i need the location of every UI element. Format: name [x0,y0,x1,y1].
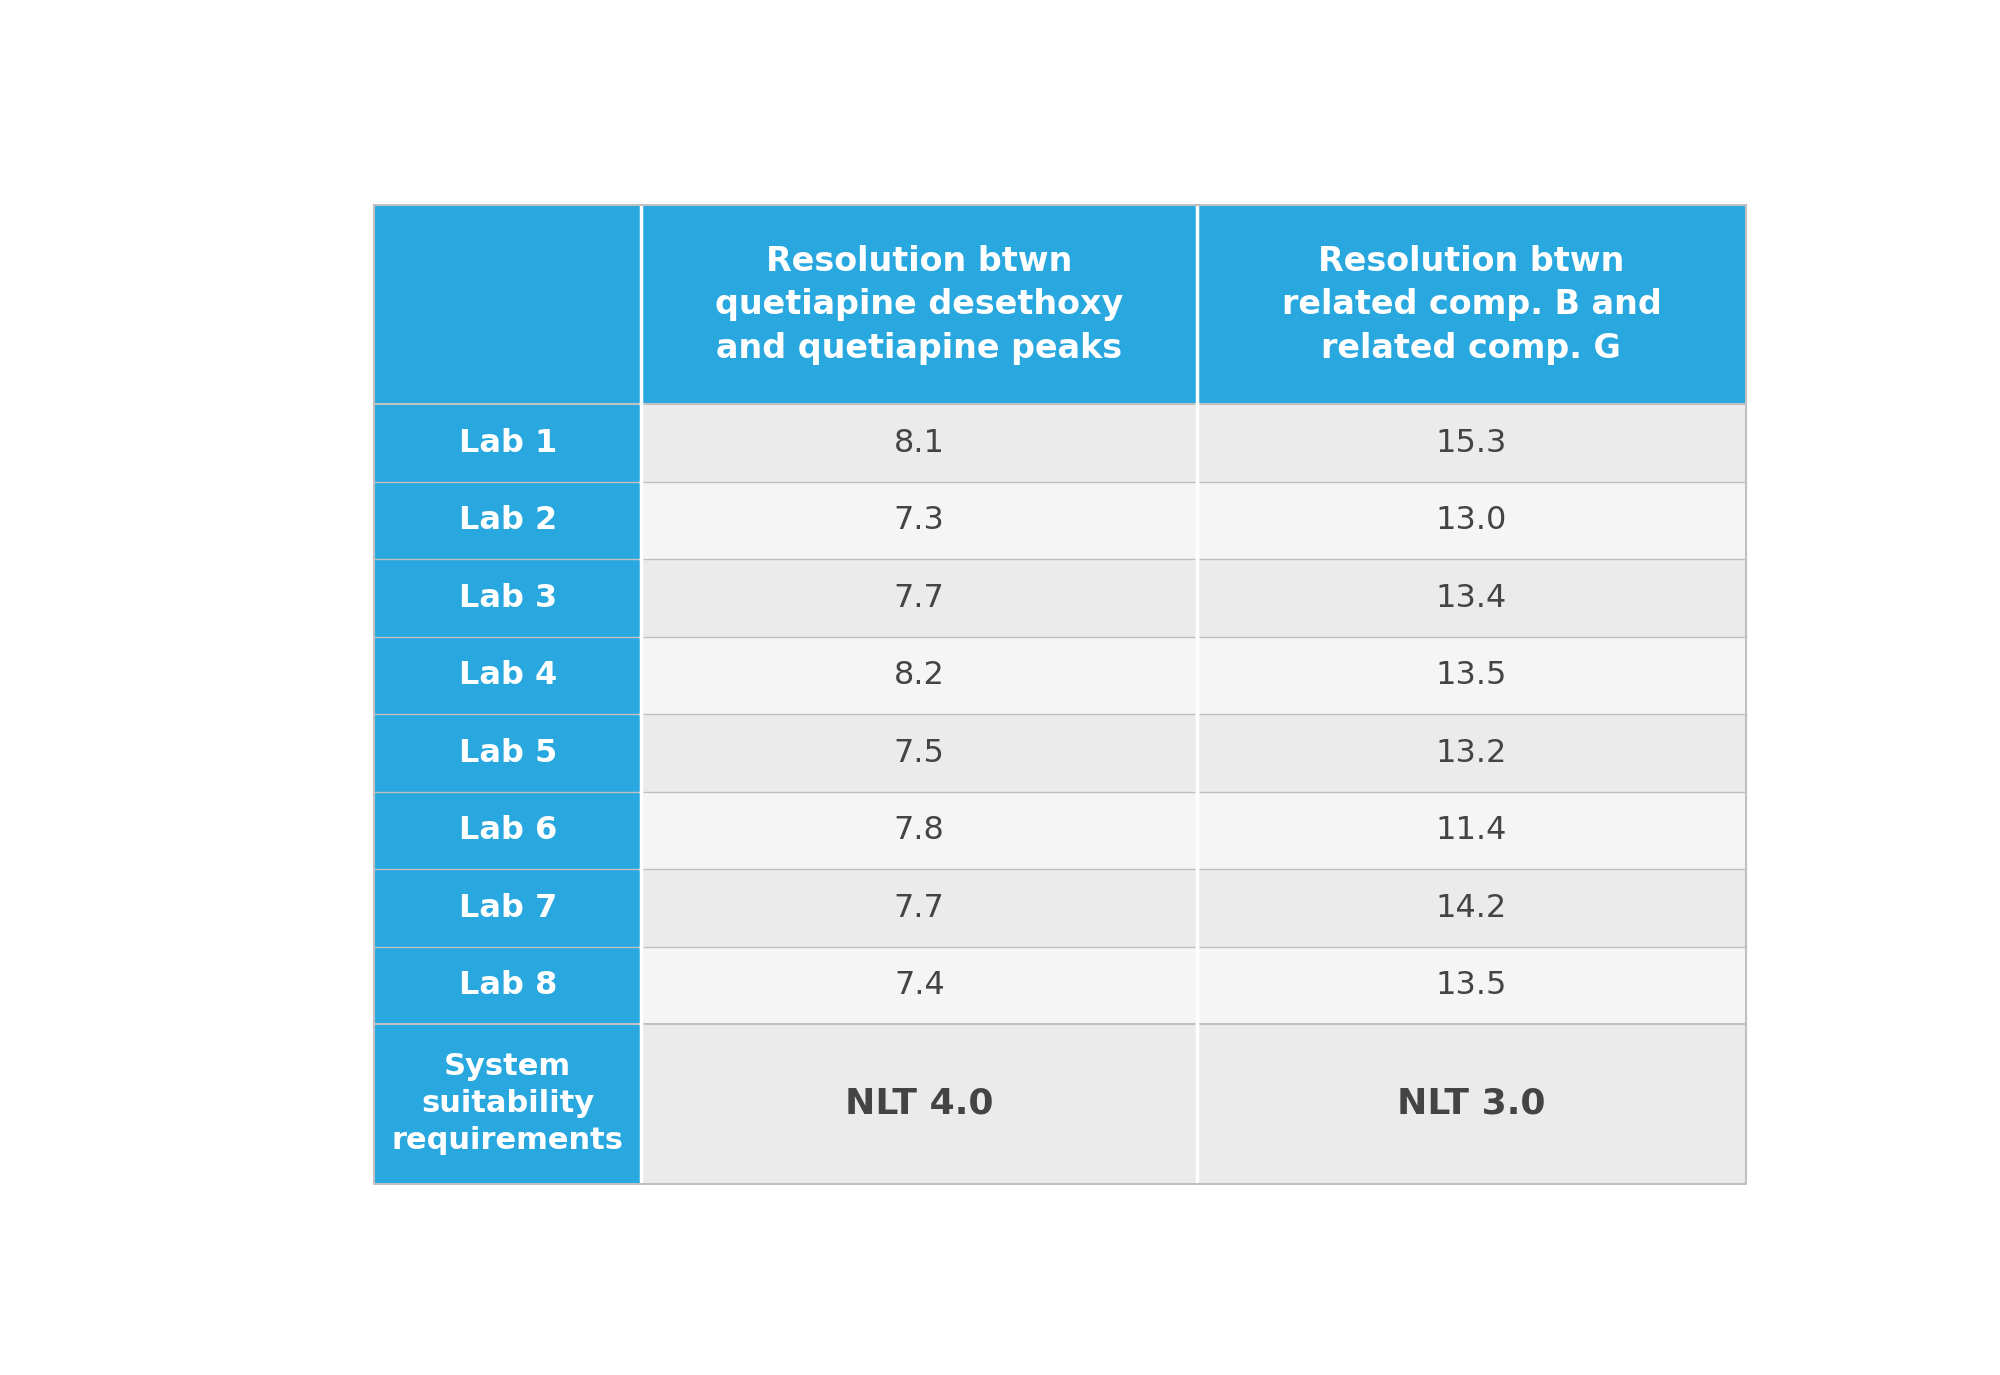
Bar [642,869,1198,947]
Bar [374,792,642,869]
Text: 8.2: 8.2 [894,660,944,692]
Text: Lab 8: Lab 8 [458,969,556,1001]
Bar [642,404,1198,481]
Text: NLT 3.0: NLT 3.0 [1398,1086,1546,1121]
Text: 7.5: 7.5 [894,737,944,769]
Text: 13.4: 13.4 [1436,583,1508,613]
Text: Resolution btwn
related comp. B and
related comp. G: Resolution btwn related comp. B and rela… [1282,245,1662,364]
Bar [374,714,642,792]
Bar [1198,637,1746,714]
Bar [374,869,642,947]
Text: Lab 7: Lab 7 [458,892,556,924]
Text: 13.5: 13.5 [1436,969,1508,1001]
Bar [1198,947,1746,1024]
Bar [374,205,1746,1184]
Bar [642,560,1198,637]
Text: 13.2: 13.2 [1436,737,1508,769]
Text: 15.3: 15.3 [1436,428,1508,459]
Bar [374,560,642,637]
Bar [1198,404,1746,481]
Text: Lab 6: Lab 6 [458,815,556,846]
Text: Resolution btwn
quetiapine desethoxy
and quetiapine peaks: Resolution btwn quetiapine desethoxy and… [716,245,1124,364]
Text: Lab 5: Lab 5 [458,737,556,769]
Bar [642,792,1198,869]
Text: NLT 4.0: NLT 4.0 [846,1086,994,1121]
Text: 7.7: 7.7 [894,583,944,613]
Text: 13.5: 13.5 [1436,660,1508,692]
Bar [1198,560,1746,637]
Text: 7.4: 7.4 [894,969,944,1001]
Text: 8.1: 8.1 [894,428,944,459]
Text: Lab 4: Lab 4 [458,660,556,692]
Text: Lab 1: Lab 1 [458,428,556,459]
Bar [642,714,1198,792]
Bar [374,481,642,560]
Bar [374,1024,642,1184]
Bar [374,205,642,404]
Bar [1198,1024,1746,1184]
Bar [374,947,642,1024]
Bar [642,1024,1198,1184]
Text: 7.8: 7.8 [894,815,944,846]
Bar [642,947,1198,1024]
Text: System
suitability
requirements: System suitability requirements [392,1052,624,1155]
Bar [642,637,1198,714]
Text: 7.7: 7.7 [894,892,944,924]
Bar [374,637,642,714]
Bar [1198,714,1746,792]
Bar [642,205,1198,404]
Bar [642,481,1198,560]
Text: 11.4: 11.4 [1436,815,1508,846]
Text: 7.3: 7.3 [894,505,944,536]
Bar [1198,205,1746,404]
Text: Lab 2: Lab 2 [458,505,556,536]
Text: 14.2: 14.2 [1436,892,1508,924]
Text: Lab 3: Lab 3 [458,583,556,613]
Bar [1198,481,1746,560]
Text: 13.0: 13.0 [1436,505,1508,536]
Bar [1198,869,1746,947]
Bar [1198,792,1746,869]
Bar [374,404,642,481]
